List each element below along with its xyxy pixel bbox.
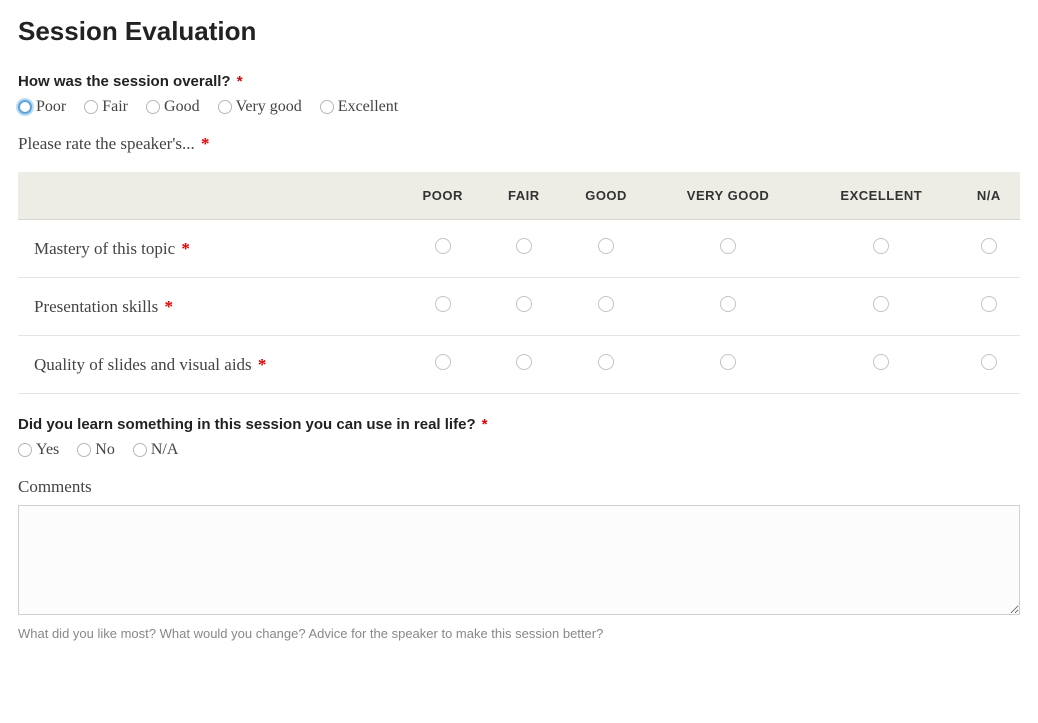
matrix-row-label: Mastery of this topic * [18, 220, 399, 278]
matrix-cell [651, 220, 805, 278]
required-mark: * [482, 416, 488, 433]
radio-icon[interactable] [77, 443, 91, 457]
radio-icon[interactable] [516, 296, 532, 312]
radio-icon[interactable] [435, 238, 451, 254]
rating-matrix: POORFAIRGOODVERY GOODEXCELLENTN/A Master… [18, 172, 1020, 394]
radio-icon[interactable] [435, 296, 451, 312]
radio-icon[interactable] [146, 100, 160, 114]
matrix-cell [561, 336, 651, 394]
radio-icon[interactable] [873, 354, 889, 370]
matrix-row-label: Quality of slides and visual aids * [18, 336, 399, 394]
radio-icon[interactable] [435, 354, 451, 370]
q1-label: How was the session overall? * [18, 73, 1020, 90]
required-mark: * [160, 297, 173, 316]
matrix-cell [958, 220, 1020, 278]
q3-option[interactable]: Yes [18, 441, 59, 459]
q1-option[interactable]: Fair [84, 98, 128, 116]
matrix-cell [651, 278, 805, 336]
radio-icon[interactable] [133, 443, 147, 457]
matrix-cell [487, 336, 561, 394]
radio-icon[interactable] [516, 238, 532, 254]
q4-hint: What did you like most? What would you c… [18, 626, 1020, 641]
q1-option[interactable]: Very good [218, 98, 302, 116]
q1-option-label: Excellent [338, 98, 398, 116]
radio-icon[interactable] [18, 100, 32, 114]
q1-label-text: How was the session overall? [18, 73, 231, 90]
matrix-row-label-text: Quality of slides and visual aids [34, 355, 252, 374]
q1-option-label: Fair [102, 98, 128, 116]
matrix-column-header: N/A [958, 172, 1020, 220]
q1-option-label: Poor [36, 98, 66, 116]
page-title: Session Evaluation [18, 16, 1020, 47]
q3-label-text: Did you learn something in this session … [18, 416, 476, 433]
q1-option-label: Good [164, 98, 200, 116]
matrix-body: Mastery of this topic *Presentation skil… [18, 220, 1020, 394]
matrix-cell [805, 220, 958, 278]
radio-icon[interactable] [873, 296, 889, 312]
radio-icon[interactable] [598, 296, 614, 312]
q1-option[interactable]: Excellent [320, 98, 398, 116]
q1-option[interactable]: Good [146, 98, 200, 116]
radio-icon[interactable] [720, 238, 736, 254]
q3-option-label: No [95, 441, 115, 459]
q4-label: Comments [18, 477, 1020, 497]
q3-option-label: N/A [151, 441, 179, 459]
matrix-row-label-text: Mastery of this topic [34, 239, 175, 258]
matrix-cell [399, 336, 487, 394]
matrix-column-header: GOOD [561, 172, 651, 220]
matrix-column-header: VERY GOOD [651, 172, 805, 220]
radio-icon[interactable] [720, 296, 736, 312]
matrix-cell [805, 278, 958, 336]
radio-icon[interactable] [218, 100, 232, 114]
matrix-cell [487, 220, 561, 278]
radio-icon[interactable] [598, 238, 614, 254]
comments-textarea[interactable] [18, 505, 1020, 615]
matrix-cell [399, 220, 487, 278]
q1-option-label: Very good [236, 98, 302, 116]
matrix-row: Quality of slides and visual aids * [18, 336, 1020, 394]
matrix-header-row: POORFAIRGOODVERY GOODEXCELLENTN/A [18, 172, 1020, 220]
required-mark: * [254, 355, 267, 374]
matrix-cell [958, 278, 1020, 336]
q3-option-label: Yes [36, 441, 59, 459]
matrix-column-header: FAIR [487, 172, 561, 220]
q1-options: Poor Fair Good Very good Excellent [18, 98, 1020, 116]
q2-prompt-text: Please rate the speaker's... [18, 134, 195, 153]
radio-icon[interactable] [516, 354, 532, 370]
matrix-cell [805, 336, 958, 394]
matrix-column-header: EXCELLENT [805, 172, 958, 220]
q3-option[interactable]: No [77, 441, 115, 459]
matrix-cell [561, 278, 651, 336]
required-mark: * [177, 239, 190, 258]
q3-option[interactable]: N/A [133, 441, 179, 459]
radio-icon[interactable] [981, 354, 997, 370]
radio-icon[interactable] [873, 238, 889, 254]
radio-icon[interactable] [720, 354, 736, 370]
matrix-cell [651, 336, 805, 394]
radio-icon[interactable] [18, 443, 32, 457]
matrix-corner [18, 172, 399, 220]
radio-icon[interactable] [320, 100, 334, 114]
required-mark: * [237, 73, 243, 90]
q1-option[interactable]: Poor [18, 98, 66, 116]
matrix-column-header: POOR [399, 172, 487, 220]
matrix-cell [561, 220, 651, 278]
matrix-row-label: Presentation skills * [18, 278, 399, 336]
required-mark: * [201, 134, 210, 153]
radio-icon[interactable] [981, 238, 997, 254]
q3-label: Did you learn something in this session … [18, 416, 1020, 433]
matrix-cell [399, 278, 487, 336]
matrix-row: Mastery of this topic * [18, 220, 1020, 278]
q2-prompt: Please rate the speaker's... * [18, 134, 1020, 154]
matrix-cell [487, 278, 561, 336]
matrix-cell [958, 336, 1020, 394]
radio-icon[interactable] [84, 100, 98, 114]
matrix-row-label-text: Presentation skills [34, 297, 158, 316]
q3-options: Yes No N/A [18, 441, 1020, 459]
matrix-row: Presentation skills * [18, 278, 1020, 336]
radio-icon[interactable] [981, 296, 997, 312]
radio-icon[interactable] [598, 354, 614, 370]
